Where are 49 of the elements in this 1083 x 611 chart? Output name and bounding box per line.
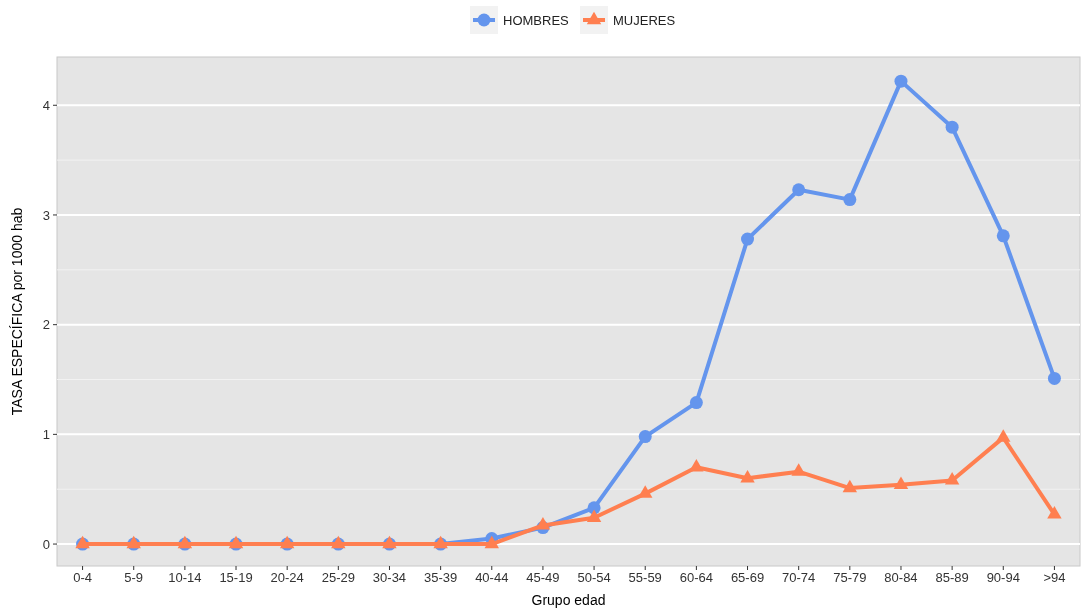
point (996, 429, 1011, 442)
legend-label: HOMBRES (503, 12, 570, 28)
point (792, 183, 806, 197)
point (741, 232, 755, 246)
x-tick-label: 30-34 (372, 570, 407, 585)
point (740, 469, 755, 483)
x-tick-label: 40-44 (475, 570, 509, 585)
point (945, 120, 959, 134)
x-tick-label: 55-59 (628, 570, 662, 585)
x-tick-label: 90-94 (986, 570, 1020, 585)
x-tick-label: 85-89 (935, 570, 969, 585)
x-tick-label: 60-64 (679, 570, 713, 585)
x-tick-label: 25-29 (321, 570, 355, 585)
x-tick-label: >94 (1043, 570, 1066, 585)
x-tick-label: 15-19 (219, 570, 253, 585)
x-tick-label: 65-69 (730, 570, 765, 585)
point (638, 430, 652, 444)
x-tick-label: 70-74 (782, 570, 816, 585)
x-tick-label: 10-14 (168, 570, 202, 585)
x-tick-label: 45-49 (526, 570, 560, 585)
point (893, 476, 909, 489)
y-tick-label: 1 (42, 426, 50, 442)
x-axis-title: Grupo edad (531, 592, 606, 608)
point (1047, 371, 1061, 385)
point (689, 458, 704, 472)
point (586, 509, 602, 522)
x-tick-label: 75-79 (833, 570, 867, 585)
x-tick-label: 80-84 (884, 570, 918, 585)
y-tick-label: 2 (42, 317, 50, 333)
x-tick-label: 5-9 (124, 570, 144, 585)
x-tick-label: 35-39 (424, 570, 458, 585)
y-axis-title: TASA ESPECÍFICA por 1000 hab (9, 207, 25, 416)
point (791, 463, 806, 476)
legend-label: MUJERES (613, 12, 676, 28)
x-tick-label: 0-4 (73, 570, 92, 585)
y-tick-label: 4 (42, 97, 50, 113)
point (689, 396, 703, 410)
x-tick-label: 20-24 (270, 570, 304, 585)
point (894, 74, 908, 88)
point (638, 485, 653, 498)
point (996, 229, 1010, 243)
point (944, 472, 960, 485)
point (1047, 506, 1062, 519)
y-tick-label: 3 (42, 207, 50, 223)
point (843, 193, 857, 207)
y-tick-label: 0 (42, 536, 50, 552)
point (842, 479, 858, 493)
point (535, 517, 551, 530)
x-tick-label: 50-54 (577, 570, 611, 585)
